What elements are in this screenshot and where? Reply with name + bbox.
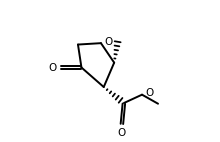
- Text: O: O: [49, 62, 57, 73]
- Text: O: O: [146, 88, 154, 98]
- Text: O: O: [118, 128, 126, 138]
- Text: O: O: [104, 37, 113, 47]
